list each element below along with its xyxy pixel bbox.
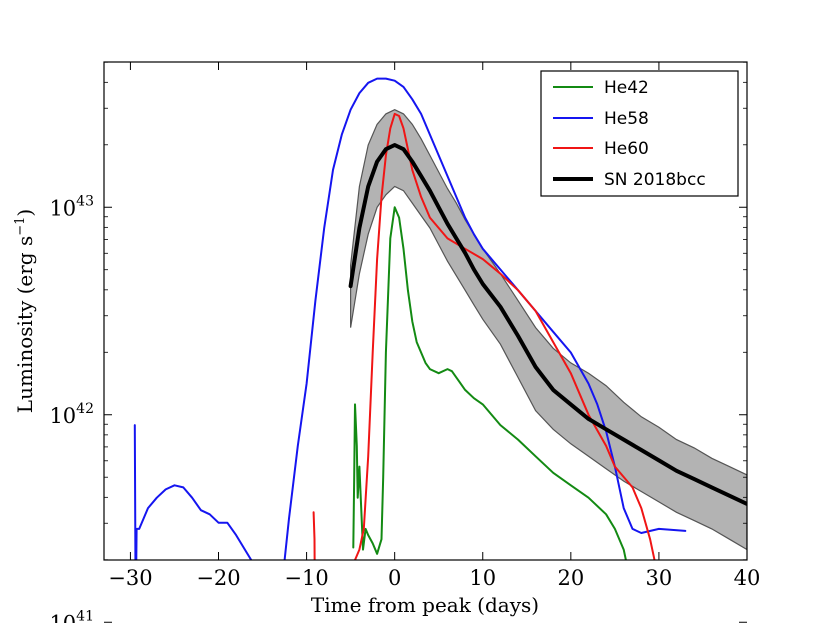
y-axis-label: Luminosity (erg s−1) (13, 209, 37, 413)
x-tick-label: 20 (557, 566, 584, 590)
legend-label-he42: He42 (604, 78, 649, 98)
legend-label-he60: He60 (604, 139, 649, 159)
legend-label-he58: He58 (604, 109, 649, 129)
x-axis-label: Time from peak (days) (311, 593, 539, 617)
series-line-he42 (352, 206, 627, 560)
legend: He42 He58 He60 SN 2018bcc (540, 70, 739, 197)
legend-label-sn2018bcc: SN 2018bcc (604, 170, 706, 190)
y-axis-label-main: Luminosity (erg s (13, 236, 37, 413)
y-tick-label: 1041 (49, 608, 94, 623)
x-tick-label: −20 (196, 566, 240, 590)
y-axis-label-exponent: −1 (13, 217, 28, 236)
legend-frame (540, 70, 739, 197)
sn2018bcc-uncertainty-band (350, 109, 747, 551)
y-tick-label: 1042 (49, 401, 94, 428)
x-tick-label: −10 (284, 566, 328, 590)
y-axis-label-close: ) (13, 209, 37, 217)
x-tick-label: 10 (469, 566, 496, 590)
series-line-sn-2018bcc (348, 143, 747, 506)
series-line-he58 (133, 77, 687, 560)
x-tick-label: 30 (646, 566, 673, 590)
series-line-he60 (312, 112, 656, 560)
x-tick-label: −30 (108, 566, 152, 590)
x-tick-label: 0 (388, 566, 401, 590)
y-tick-label: 1043 (49, 193, 94, 220)
x-tick-label: 40 (734, 566, 761, 590)
plot-frame (103, 61, 748, 561)
